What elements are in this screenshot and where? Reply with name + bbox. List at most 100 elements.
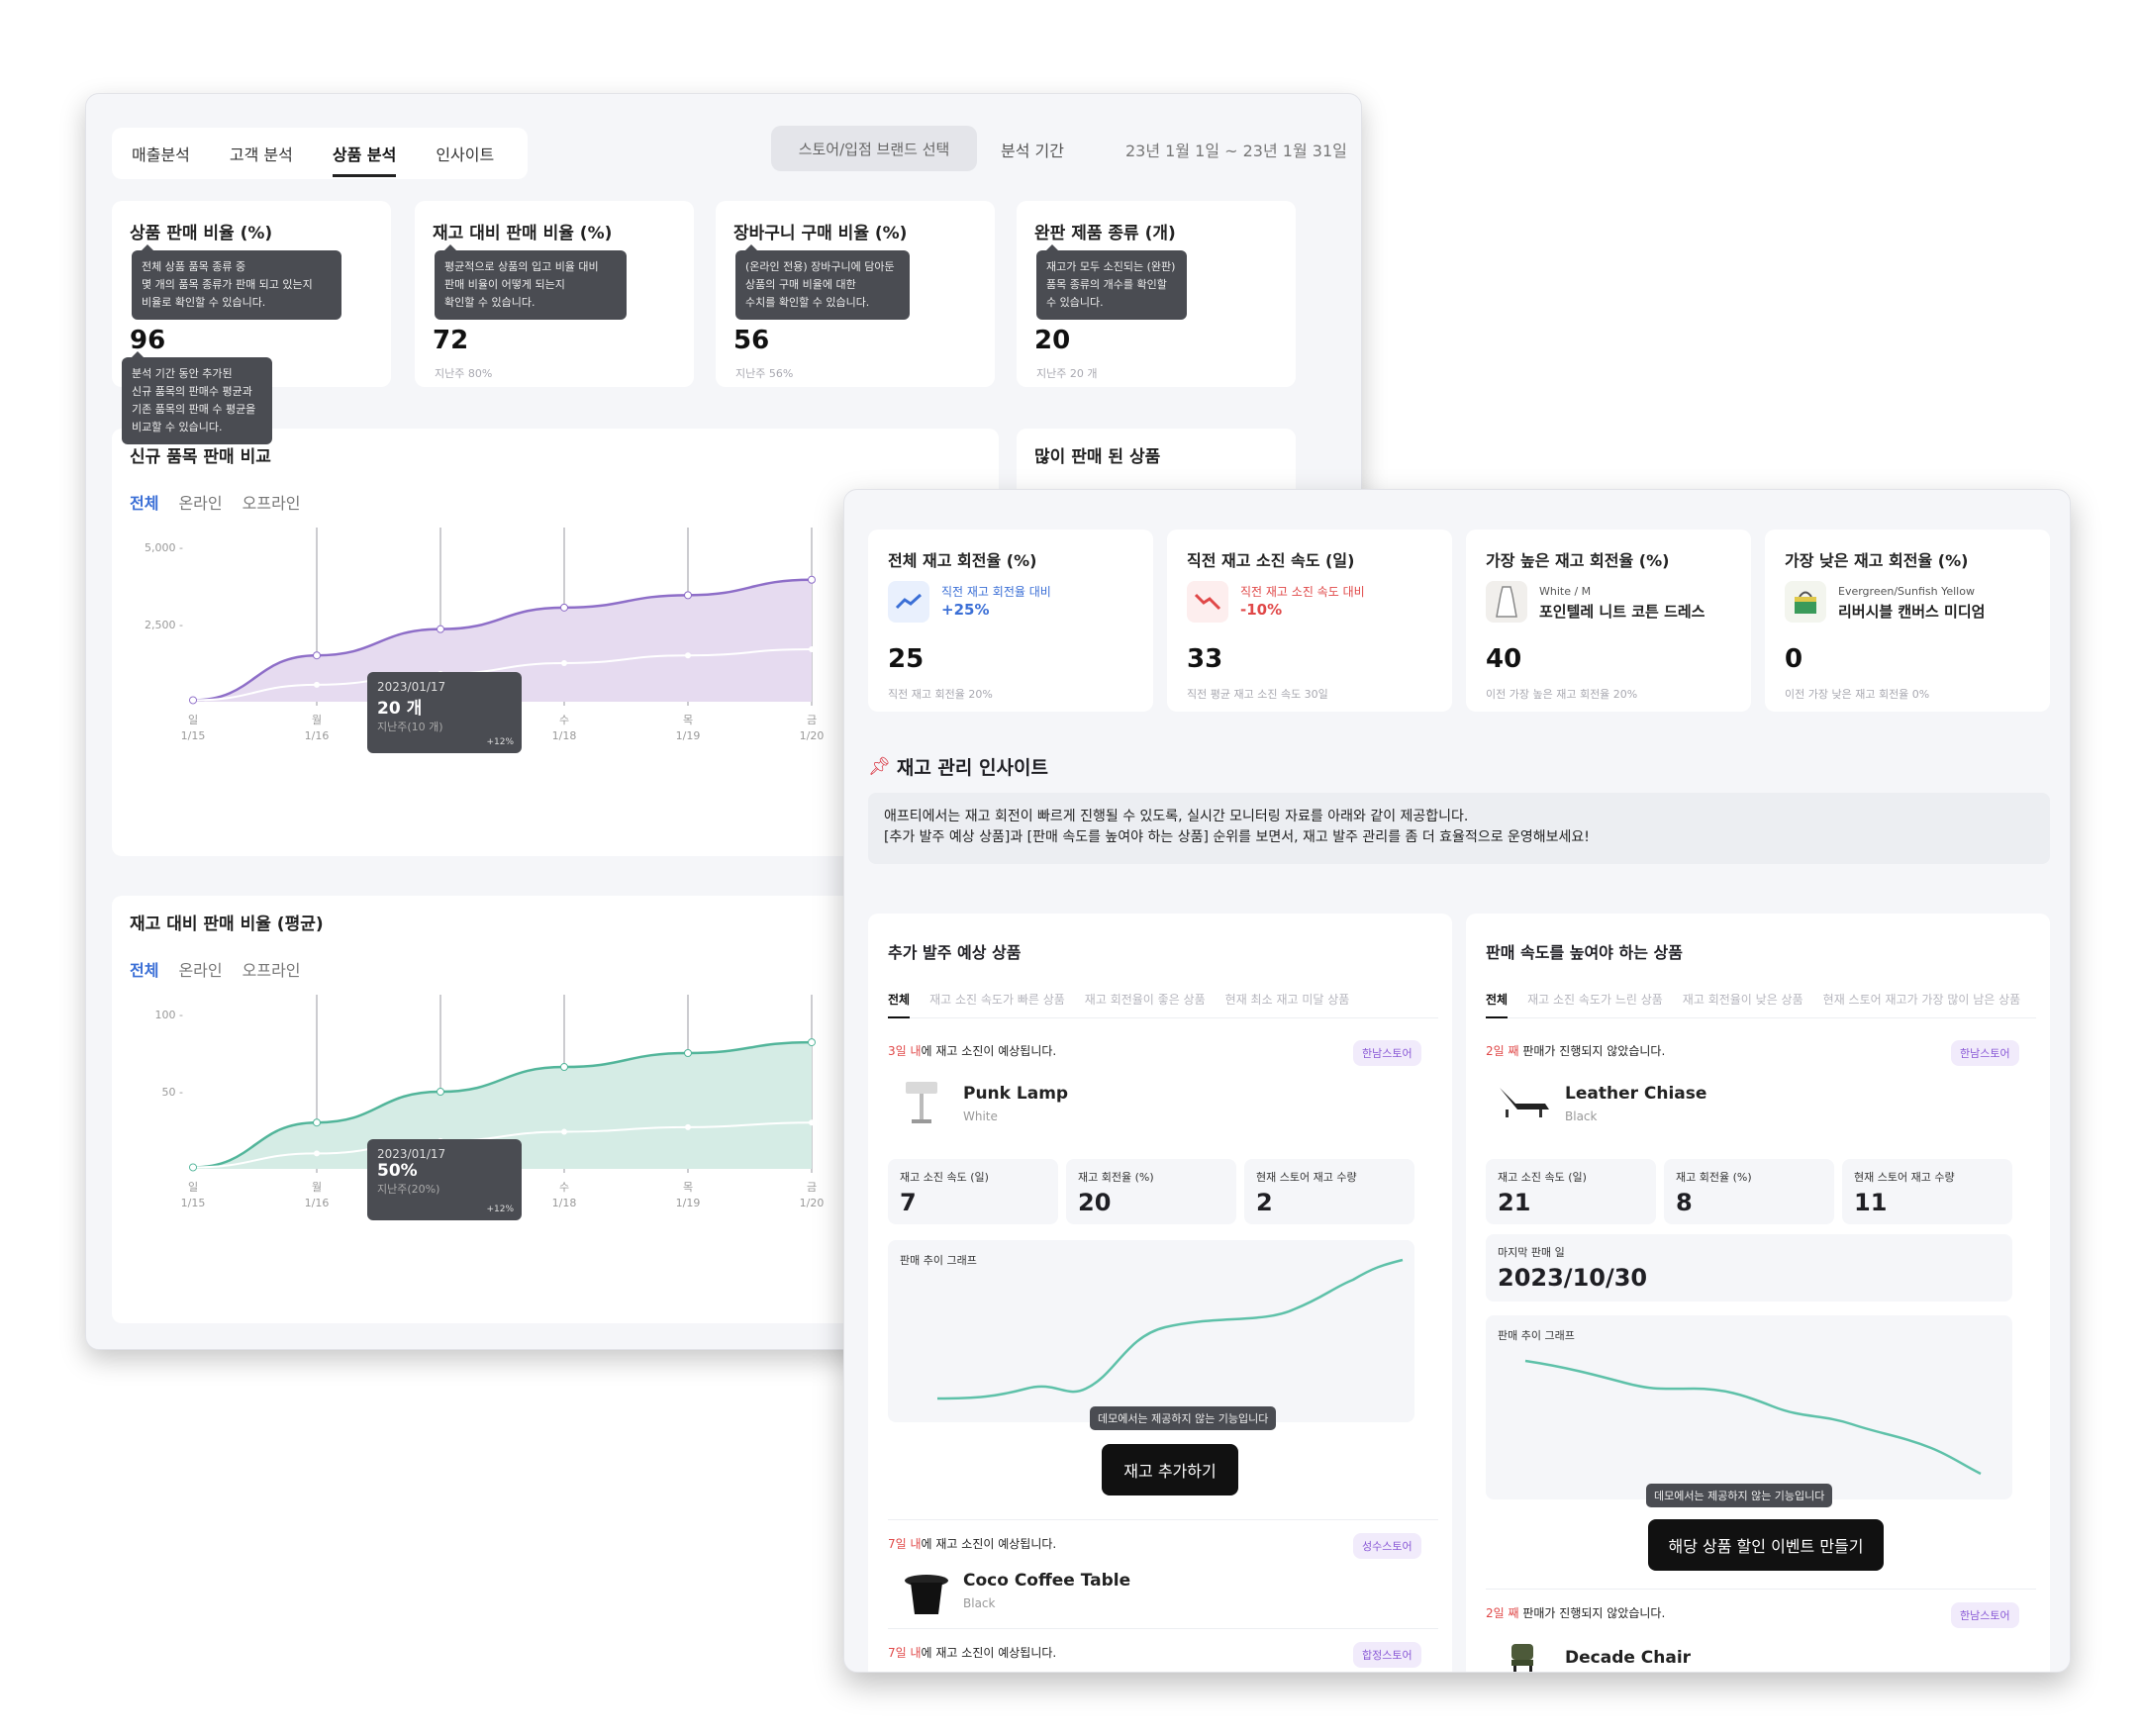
kpi-previous: 이전 가장 낮은 재고 회전율 0%	[1785, 688, 1930, 701]
data-point	[561, 1128, 567, 1135]
segment-offline[interactable]: 오프라인	[242, 494, 301, 513]
kpi-value: 72	[433, 326, 469, 355]
filter-tab-all[interactable]: 전체	[888, 993, 911, 1018]
inventory-insight-window: 전체 재고 회전율 (%) 직전 재고 회전율 대비 +25% 25 직전 재고…	[843, 489, 2071, 1673]
warning-days: 7일 내	[888, 1646, 922, 1660]
filter-tab-all[interactable]: 전체	[1486, 993, 1509, 1018]
segment-online[interactable]: 온라인	[178, 961, 223, 980]
period-label: 분석 기간	[1001, 142, 1064, 160]
product-name: 포인텔레 니트 코튼 드레스	[1539, 603, 1705, 621]
x-tick-date: 1/16	[305, 729, 330, 742]
x-tick-date: 1/16	[305, 1197, 330, 1209]
channel-segment: 전체 온라인 오프라인	[130, 957, 301, 981]
tab-customer[interactable]: 고객 분석	[229, 145, 293, 164]
product-option: White / M	[1539, 585, 1592, 598]
filter-tab-fast-depletion[interactable]: 재고 소진 속도가 빠른 상품	[929, 993, 1065, 1007]
data-point	[685, 652, 691, 659]
kpi-previous: 지난주 20 개	[1036, 367, 1098, 380]
data-point	[809, 1119, 815, 1126]
store-badge: 성수스토어	[1353, 1533, 1421, 1559]
x-tick-date: 1/15	[181, 729, 206, 742]
tooltip-previous: 지난주(10 개)	[377, 721, 443, 733]
kpi-card: 상품 판매 비율 (%) 전체 상품 품목 종류 중 몇 개의 품목 종류가 판…	[112, 201, 391, 387]
segment-all[interactable]: 전체	[130, 961, 159, 980]
warning-text: 에 재고 소진이 예상됩니다.	[921, 1646, 1057, 1660]
filter-tab-below-minimum[interactable]: 현재 최소 재고 미달 상품	[1224, 993, 1350, 1007]
stat-value: 20	[1078, 1189, 1112, 1216]
kpi-value: 0	[1785, 644, 1803, 674]
last-sale-value: 2023/10/30	[1498, 1264, 1648, 1292]
product-option: Black	[963, 1596, 996, 1610]
insight-description: 애프티에서는 재고 회전이 빠르게 진행될 수 있도록, 실시간 모니터링 자료…	[868, 793, 2050, 864]
x-tick-day: 일	[188, 713, 198, 726]
data-point	[808, 1038, 816, 1047]
add-stock-button[interactable]: 재고 추가하기	[1102, 1444, 1238, 1495]
create-discount-event-button[interactable]: 해당 상품 할인 이벤트 만들기	[1648, 1519, 1884, 1571]
depletion-warning: 3일 내에 재고 소진이 예상됩니다.	[888, 1042, 1056, 1059]
reorder-filter-tabs: 전체 재고 소진 속도가 빠른 상품 재고 회전율이 좋은 상품 현재 최소 재…	[888, 991, 1438, 1018]
kpi-title: 완판 제품 종류 (개)	[1034, 224, 1176, 243]
graph-label: 판매 추이 그래프	[1498, 1329, 1575, 1342]
segment-all[interactable]: 전체	[130, 494, 159, 513]
sales-trend-graph: 판매 추이 그래프	[888, 1240, 1414, 1422]
tooltip-badge: +12%	[486, 1205, 514, 1214]
tab-sales[interactable]: 매출분석	[132, 145, 190, 164]
filter-tab-low-turnover[interactable]: 재고 회전율이 낮은 상품	[1682, 993, 1803, 1007]
slow-seller-card: 판매 속도를 높여야 하는 상품 전체 재고 소진 속도가 느린 상품 재고 회…	[1466, 914, 2050, 1672]
warning-days: 2일 째	[1486, 1044, 1519, 1058]
chart-title: 재고 대비 판매 비율 (평균)	[130, 915, 324, 934]
data-point	[560, 603, 568, 612]
segment-offline[interactable]: 오프라인	[242, 961, 301, 980]
x-tick-day: 금	[807, 1181, 817, 1194]
sales-trend-graph: 판매 추이 그래프	[1486, 1315, 2012, 1499]
data-point	[313, 1118, 321, 1127]
product-name[interactable]: Decade Chair	[1565, 1648, 1692, 1668]
warning-text: 판매가 진행되지 않았습니다.	[1518, 1044, 1666, 1058]
filter-tab-good-turnover[interactable]: 재고 회전율이 좋은 상품	[1084, 993, 1206, 1007]
store-select-button[interactable]: 스토어/입점 브랜드 선택	[771, 126, 977, 171]
x-tick-day: 수	[559, 1181, 569, 1194]
tooltip-value: 50%	[377, 1161, 418, 1181]
filter-tab-slow-depletion[interactable]: 재고 소진 속도가 느린 상품	[1527, 993, 1663, 1007]
kpi-title: 전체 재고 회전율 (%)	[888, 551, 1037, 570]
channel-segment: 전체 온라인 오프라인	[130, 490, 301, 514]
kpi-title: 직전 재고 소진 속도 (일)	[1187, 551, 1355, 570]
x-tick-date: 1/20	[800, 1197, 825, 1209]
segment-online[interactable]: 온라인	[178, 494, 223, 513]
kpi-title: 상품 판매 비율 (%)	[130, 224, 273, 243]
slow-seller-filter-tabs: 전체 재고 소진 속도가 느린 상품 재고 회전율이 낮은 상품 현재 스토어 …	[1486, 991, 2036, 1018]
tab-insight[interactable]: 인사이트	[436, 145, 495, 164]
kpi-card: 가장 높은 재고 회전율 (%) White / M 포인텔레 니트 코튼 드레…	[1466, 530, 1751, 712]
data-point	[809, 645, 815, 652]
tote-bag-icon	[1785, 581, 1826, 623]
tab-product[interactable]: 상품 분석	[332, 128, 397, 179]
product-name[interactable]: Punk Lamp	[963, 1084, 1069, 1104]
product-name[interactable]: Leather Chiase	[1565, 1084, 1707, 1104]
best-seller-title: 많이 판매 된 상품	[1034, 447, 1161, 467]
store-badge: 한남스토어	[1353, 1040, 1421, 1066]
pushpin-icon: 📌︎	[868, 756, 891, 777]
stat-label: 재고 소진 속도 (일)	[900, 1171, 989, 1184]
stat-label: 현재 스토어 재고 수량	[1854, 1171, 1955, 1184]
tooltip-previous: 지난주(20%)	[377, 1183, 440, 1196]
lamp-icon	[902, 1078, 941, 1131]
filter-tab-most-stock[interactable]: 현재 스토어 재고가 가장 많이 남은 상품	[1822, 993, 2021, 1007]
x-tick-day: 목	[683, 1181, 693, 1194]
kpi-tooltip: (온라인 전용) 장바구니에 담아둔 상품의 구매 비율에 대한 수치를 확인할…	[735, 244, 910, 320]
chair-icon	[1506, 1642, 1541, 1672]
period-value[interactable]: 23년 1월 1일 ~ 23년 1월 31일	[1125, 142, 1347, 160]
kpi-previous: 직전 재고 회전율 20%	[888, 688, 993, 701]
series-line	[192, 647, 813, 702]
data-point	[684, 1049, 692, 1057]
kpi-card: 가장 낮은 재고 회전율 (%) Evergreen/Sunfish Yello…	[1765, 530, 2050, 712]
kpi-value: 40	[1486, 644, 1522, 674]
store-badge: 합정스토어	[1353, 1642, 1421, 1668]
product-name: 리버시블 캔버스 미디엄	[1838, 603, 1986, 621]
kpi-value: 96	[130, 326, 166, 355]
kpi-tooltip: 재고가 모두 소진되는 (완판) 품목 종류의 개수를 확인할 수 있습니다.	[1036, 244, 1187, 320]
product-name[interactable]: Coco Coffee Table	[963, 1571, 1131, 1591]
demo-tooltip: 데모에서는 제공하지 않는 기능입니다	[1646, 1484, 1833, 1507]
series-line	[192, 1040, 813, 1169]
data-point	[808, 575, 816, 584]
